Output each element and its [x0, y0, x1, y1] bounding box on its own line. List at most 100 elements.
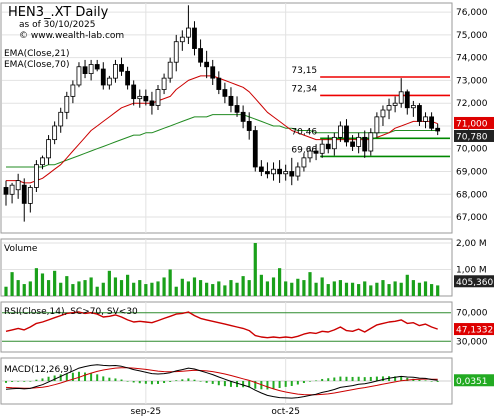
- macd-histogram-bar: [302, 381, 305, 384]
- candle: [58, 107, 64, 133]
- candle: [435, 123, 441, 136]
- price-y-tick-label: 72,000: [456, 99, 488, 109]
- volume-bar: [381, 280, 385, 296]
- candle: [210, 59, 216, 85]
- candle-body: [15, 180, 21, 191]
- candle: [15, 173, 21, 199]
- candle-body: [52, 125, 58, 141]
- macd-histogram-bar: [436, 381, 439, 382]
- volume-bar: [247, 280, 251, 296]
- candle-body: [70, 84, 76, 97]
- candle-body: [258, 166, 264, 172]
- candle-body: [216, 77, 222, 90]
- candle-body: [94, 64, 100, 70]
- candle-body: [307, 150, 313, 159]
- macd-histogram-bar: [199, 381, 202, 382]
- candle: [246, 112, 252, 140]
- volume-bar: [46, 280, 51, 296]
- macd-histogram-bar: [400, 376, 403, 381]
- volume-bar: [369, 285, 373, 296]
- candle-body: [283, 171, 289, 175]
- rsi-pane-title: RSI(Close,14), SC>70, SV<30: [4, 307, 138, 317]
- macd-histogram-bar: [394, 376, 397, 381]
- price-y-tick-label: 67,000: [456, 213, 488, 223]
- macd-histogram-bar: [71, 372, 74, 381]
- candle-body: [185, 27, 191, 38]
- macd-histogram-bar: [23, 381, 26, 382]
- macd-histogram-bar: [102, 376, 105, 381]
- macd-histogram-bar: [266, 381, 269, 390]
- candle: [289, 157, 295, 186]
- macd-histogram-bar: [327, 378, 330, 381]
- candle: [404, 89, 410, 115]
- volume-bar: [302, 280, 306, 296]
- candle: [368, 128, 374, 156]
- candle-body: [58, 111, 64, 127]
- price-y-tick-label: 73,000: [456, 76, 488, 86]
- candle: [417, 103, 422, 126]
- candle: [423, 112, 428, 129]
- candle: [167, 57, 173, 83]
- volume-bar: [186, 281, 190, 296]
- volume-bar: [83, 280, 87, 296]
- candle: [9, 182, 15, 204]
- candle-body: [289, 171, 295, 177]
- candle-body: [192, 27, 197, 49]
- candle-body: [82, 66, 88, 74]
- candle-body: [179, 36, 185, 43]
- candle: [331, 132, 337, 156]
- candle: [392, 96, 398, 113]
- candle: [34, 160, 39, 193]
- volume-bar: [393, 281, 397, 296]
- macd-histogram-bar: [418, 379, 421, 381]
- macd-histogram-bar: [254, 381, 257, 389]
- candle: [307, 146, 313, 163]
- volume-bar: [144, 284, 148, 296]
- ema-21-legend: EMA(Close,21): [4, 49, 69, 59]
- volume-bar: [241, 276, 245, 296]
- macd-histogram-bar: [84, 372, 87, 381]
- macd-histogram-bar: [47, 376, 50, 381]
- macd-histogram-bar: [406, 377, 409, 381]
- macd-histogram-bar: [11, 381, 14, 382]
- macd-histogram-bar: [35, 379, 38, 381]
- macd-histogram-bar: [315, 380, 318, 382]
- price-y-tick-label: 74,000: [456, 54, 488, 64]
- candle: [301, 153, 307, 172]
- volume-bar: [40, 273, 45, 296]
- price-y-tick-label: 75,000: [456, 31, 488, 41]
- candle: [149, 91, 155, 115]
- volume-bar: [150, 282, 154, 296]
- candle-body: [344, 125, 349, 143]
- macd-histogram-bar: [169, 381, 172, 382]
- candle-body: [252, 130, 258, 168]
- volume-bar: [168, 269, 172, 296]
- candle-body: [301, 157, 307, 168]
- candle: [82, 59, 88, 79]
- volume-bar: [423, 281, 428, 296]
- candle-body: [46, 139, 51, 159]
- ema-70-legend: EMA(Close,70): [4, 60, 69, 70]
- volume-bar: [223, 285, 227, 296]
- volume-bar: [338, 280, 342, 296]
- volume-bar: [436, 285, 440, 296]
- candle: [88, 59, 94, 81]
- candle-body: [198, 48, 203, 63]
- volume-bar: [4, 286, 8, 296]
- candle-body: [271, 168, 276, 175]
- candle-body: [113, 64, 118, 79]
- rsi-plot: [5, 311, 438, 339]
- macd-histogram-bar: [321, 378, 324, 381]
- price-level-label: 69,66: [291, 145, 317, 155]
- candle-body: [417, 105, 422, 122]
- candle-body: [204, 61, 210, 68]
- candle-body: [380, 109, 386, 118]
- volume-bar: [180, 278, 184, 296]
- candle-body: [106, 77, 112, 86]
- last-price-tag-red-bg: [454, 116, 494, 129]
- macd-histogram-bar: [193, 379, 196, 381]
- rsi-y-tick-label: 70,000: [456, 309, 488, 319]
- website-credit: © www.wealth-lab.com: [19, 31, 124, 41]
- candle-body: [392, 102, 398, 106]
- volume-bar: [284, 281, 288, 296]
